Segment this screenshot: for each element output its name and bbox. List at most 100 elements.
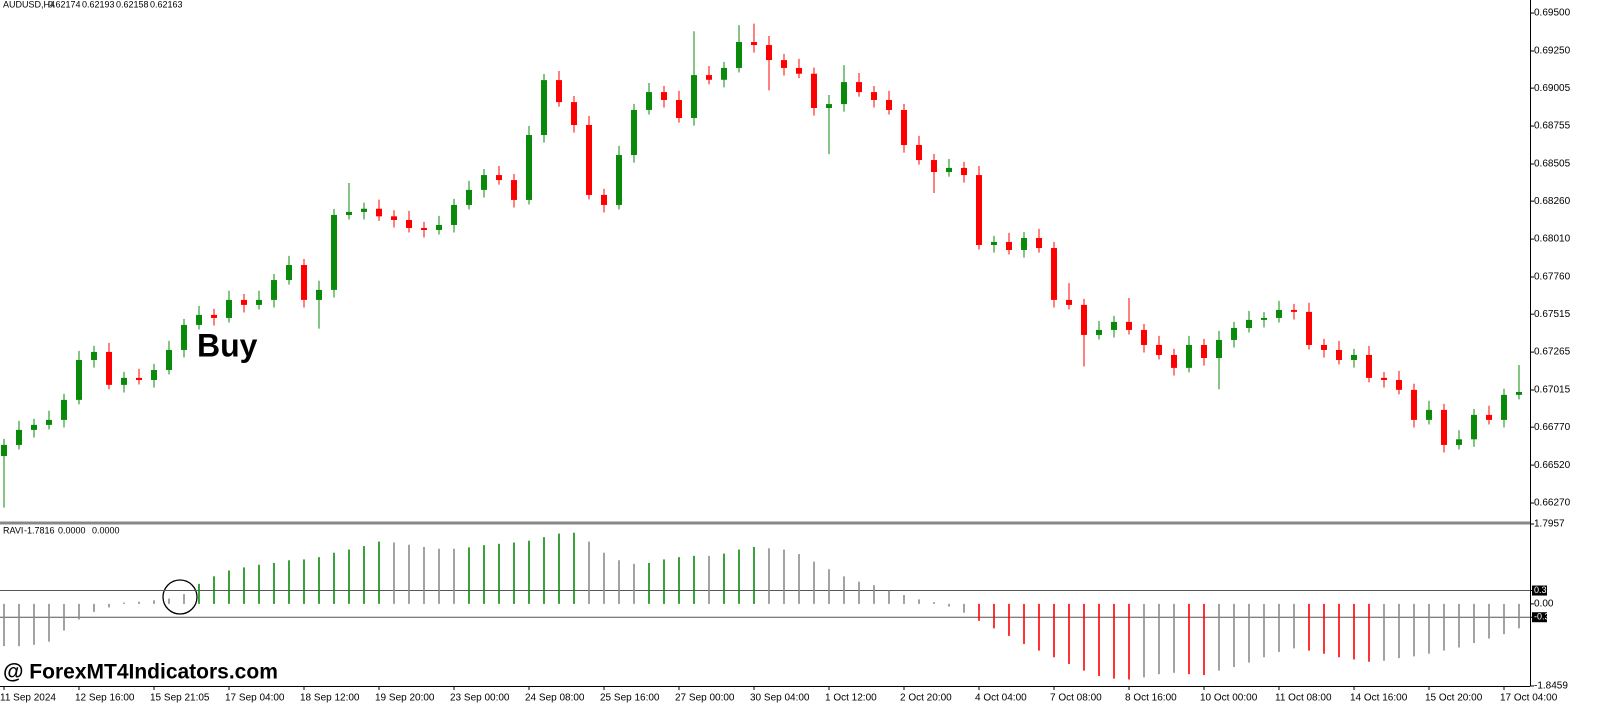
candle-body [1066,299,1072,305]
candle-body [1246,319,1252,328]
candle-body [631,109,637,156]
candle-body [571,102,577,126]
y-tick-label: 0.68010 [1534,234,1571,245]
x-tick-label: 8 Oct 16:00 [1125,693,1177,704]
y-tick-label: 0.68755 [1534,121,1571,132]
candle-body [76,359,82,400]
candle-body [406,219,412,229]
candle-body [1141,329,1147,345]
y-tick-label: 0.00 [1534,599,1554,610]
candle-body [1381,377,1387,381]
candle-body [1201,344,1207,359]
level-label-bg [1532,585,1547,596]
candle-body [841,82,847,105]
candle-body [1516,391,1522,395]
annotation: Buy [197,327,258,363]
candle-body [1261,317,1267,320]
candle-body [1021,238,1027,251]
x-tick-label: 15 Oct 20:00 [1425,693,1483,704]
candle-body [1126,321,1132,330]
x-tick-label: 24 Sep 08:00 [525,693,585,704]
candle-body [811,73,817,109]
y-tick-label: 0.69250 [1534,46,1571,57]
header-value: 0.62193 [82,0,115,9]
header-value: 0.62174 [48,0,81,9]
candle-body [781,60,787,68]
candle-body [826,104,832,109]
candle-body [1501,394,1507,420]
candle-body [256,299,262,305]
candle-body [211,314,217,318]
y-tick-label: 1.7957 [1534,519,1565,530]
y-tick-label: 0.69005 [1534,83,1571,94]
y-tick-label: 0.68505 [1534,159,1571,170]
candle-body [496,175,502,181]
signal-circle [162,579,198,615]
candle-body [151,369,157,381]
candle-body [31,424,37,430]
candle-body [541,80,547,136]
y-tick-label: 0.69500 [1534,8,1571,19]
y-tick-label: 0.67760 [1534,272,1571,283]
candle-body [1036,238,1042,249]
y-tick-label: -0.3 [1534,612,1550,622]
x-tick-label: 11 Oct 08:00 [1275,693,1332,704]
x-tick-label: 4 Oct 04:00 [975,693,1027,704]
candle-body [346,211,352,215]
candle-body [1081,304,1087,335]
candle-body [676,99,682,119]
y-tick-label: 0.66520 [1534,460,1571,471]
candle-body [361,208,367,212]
candle-body [931,160,937,173]
candle-body [436,224,442,230]
candle-body [1306,311,1312,345]
candle-body [136,377,142,381]
candle-body [1,444,7,457]
candle-body [181,324,187,350]
candle-body [241,299,247,305]
candle-body [721,67,727,80]
indicator-title: RAVI [3,525,23,535]
candle-body [1171,354,1177,368]
candle-body [46,419,52,425]
candle-body [991,241,997,245]
candle-body [691,75,697,119]
candle-body [271,280,277,300]
candle-body [301,265,307,300]
x-tick-label: 30 Sep 04:00 [750,693,810,704]
y-tick-label: 0.66770 [1534,422,1571,433]
y-tick-label: 0.3 [1534,585,1547,595]
candle-body [61,399,67,420]
candle-body [1411,389,1417,420]
x-tick-label: 23 Sep 00:00 [450,693,510,704]
candle-body [661,92,667,100]
candle-body [1426,409,1432,420]
candle-body [1396,380,1402,390]
candle-body [481,175,487,190]
candle-body [871,92,877,100]
x-tick-label: 15 Sep 21:05 [150,693,210,704]
x-tick-label: 1 Oct 12:00 [825,693,877,704]
candle-body [1156,344,1162,355]
candle-body [1471,414,1477,440]
candle-body [391,216,397,220]
candle-body [601,194,607,205]
candle-body [1186,344,1192,368]
candle-body [166,349,172,370]
candle-body [901,109,907,146]
header-value: -1.7816 [24,525,55,535]
x-tick-label: 17 Sep 04:00 [225,693,285,704]
candle-body [766,45,772,61]
candle-body [466,189,472,205]
candle-body [946,167,952,173]
candle-body [106,351,112,385]
x-tick-label: 19 Sep 20:00 [375,693,435,704]
candle-body [1006,241,1012,251]
x-tick-label: 11 Sep 2024 [0,693,56,704]
y-tick-label: 0.67265 [1534,347,1571,358]
y-tick-label: 0.67015 [1534,385,1571,396]
candle-body [451,204,457,225]
x-tick-label: 14 Oct 16:00 [1350,693,1408,704]
x-tick-label: 25 Sep 16:00 [600,693,660,704]
candle-body [976,175,982,245]
